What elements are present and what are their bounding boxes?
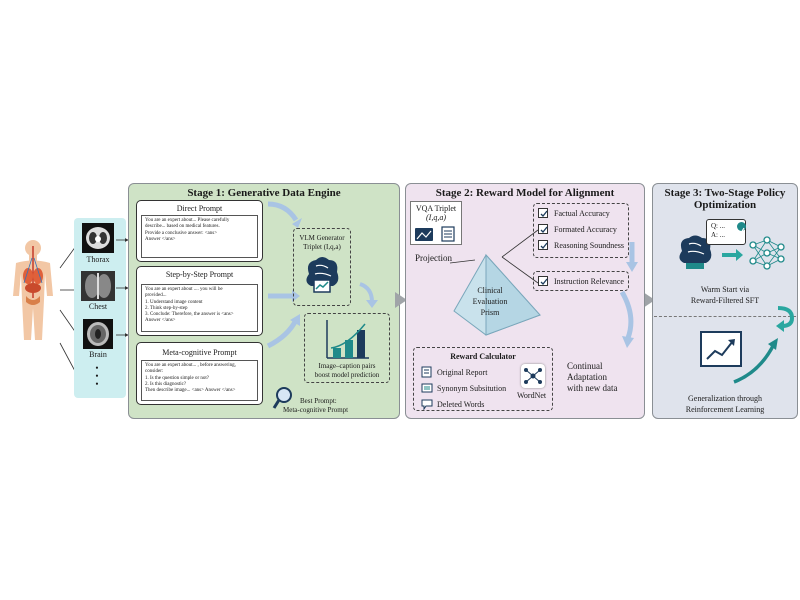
prism-label-2: Evaluation (472, 297, 508, 306)
qa-answer: A: ... (711, 231, 725, 239)
step-by-step-prompt-title: Step-by-Step Prompt (165, 270, 234, 279)
best-prompt-label: Best Prompt: (300, 397, 337, 405)
continual-label-2: Adaptation (567, 372, 607, 382)
organ-to-prompt-arrows (116, 238, 129, 337)
step-by-step-prompt-text: You are an expert about .... you will be… (141, 284, 258, 332)
generalization-label-1: Generalization through (688, 394, 762, 403)
trend-chart-icon (700, 331, 742, 367)
brain-chip-icon (306, 257, 339, 293)
direct-prompt-text: You are an expert about... Please carefu… (141, 215, 258, 258)
meta-cognitive-prompt-title: Meta-cognitive Prompt (162, 348, 237, 357)
criteria-box (533, 203, 629, 258)
stage3-title-2: Optimization (693, 199, 757, 211)
neural-network-icon (749, 236, 785, 270)
stage2-to-stage3-arrow (643, 292, 655, 308)
prism-label-1: Clinical (477, 286, 503, 295)
more-organs-dots: • • • (95, 363, 99, 389)
pairs-label-line2: boost model prediction (314, 371, 380, 379)
image-caption-pairs-box (304, 313, 390, 383)
reward-calculator-title: Reward Calculator (450, 352, 516, 361)
direct-prompt-card: Direct Prompt You are an expert about...… (136, 200, 263, 262)
brain-head-icon (679, 235, 712, 269)
criterion-formated: Formated Accuracy (554, 225, 617, 234)
reward-item-deleted: Deleted Words (437, 400, 485, 409)
vlm-generator-label: VLM Generator (299, 234, 345, 242)
meta-cognitive-prompt-card: Meta-cognitive Prompt You are an expert … (136, 342, 263, 405)
reward-item-original: Original Report (437, 368, 488, 377)
prism-and-rays (449, 229, 541, 336)
meta-cognitive-prompt-text: You are an expert about... , before answ… (141, 360, 258, 401)
stage3-divider (654, 316, 796, 317)
vqa-triplet-label: VQA Triplet (415, 204, 457, 213)
continual-label-3: with new data (567, 383, 618, 393)
arrow-right-icon (722, 249, 743, 261)
criterion-factual: Factual Accuracy (554, 209, 610, 218)
swap-icon (421, 383, 433, 393)
direct-prompt-title: Direct Prompt (176, 204, 223, 213)
best-prompt-value: Meta-cognitive Prompt (283, 406, 349, 414)
criterion-instruction: Instruction Relevance (554, 277, 624, 286)
vqa-triplet-sub: (I,q,a) (426, 213, 446, 222)
organ-label-brain: Brain (89, 350, 107, 359)
warm-start-label-1: Warm Start via (700, 285, 750, 294)
loop-arrow-icon (776, 306, 795, 332)
reward-calculator-box (413, 347, 553, 411)
image-doc-icons (415, 226, 455, 242)
growth-curve-arrow (733, 338, 778, 384)
vlm-to-pairs-arrow (359, 282, 378, 308)
qa-question: Q: ... (711, 222, 725, 230)
stage3-title-1: Stage 3: Two-Stage Policy (664, 187, 786, 199)
check-icon (538, 240, 548, 250)
stage2-title: Stage 2: Reward Model for Alignment (435, 187, 615, 199)
wordnet-label: WordNet (517, 391, 547, 400)
check-icon (538, 224, 548, 234)
stage2-flow-arrows (619, 242, 638, 348)
human-anatomy-icon (13, 240, 53, 340)
vlm-triplet-label: Triplet (I,q,a) (303, 243, 341, 251)
speech-bubble-icon (421, 399, 433, 410)
criterion-reasoning: Reasoning Soundness (554, 241, 624, 250)
brain-mri-image (83, 319, 113, 349)
projection-label: Projection (415, 253, 452, 263)
check-icon (538, 208, 548, 218)
organ-label-chest: Chest (88, 302, 108, 311)
warm-start-label-2: Reward-Filtered SFT (690, 296, 760, 305)
stage1-title: Stage 1: Generative Data Engine (187, 187, 341, 199)
step-by-step-prompt-card: Step-by-Step Prompt You are an expert ab… (136, 266, 263, 336)
generalization-label-2: Reinforcement Learning (685, 405, 765, 414)
document-icon (421, 366, 432, 378)
reward-item-synonym: Synonym Subsitution (437, 384, 507, 393)
wordnet-icon (521, 364, 545, 388)
prism-label-3: Prism (480, 308, 500, 317)
check-icon (538, 276, 548, 286)
stage1-to-stage2-arrow (395, 292, 407, 308)
organ-arrows (59, 245, 77, 374)
pairs-label-line1: Image–caption pairs (318, 362, 376, 370)
instruction-box (533, 271, 629, 291)
checkmark-badge-icon (737, 222, 746, 234)
vlm-generator-box (293, 228, 351, 306)
stage1-flow-arrows (266, 201, 302, 349)
magnifier-icon (272, 387, 292, 409)
chest-xray-image (81, 271, 115, 301)
bar-chart-growth-icon (326, 320, 369, 359)
continual-label-1: Continual (567, 361, 603, 371)
thorax-ct-image (82, 223, 114, 253)
organ-label-thorax: Thorax (86, 255, 110, 264)
